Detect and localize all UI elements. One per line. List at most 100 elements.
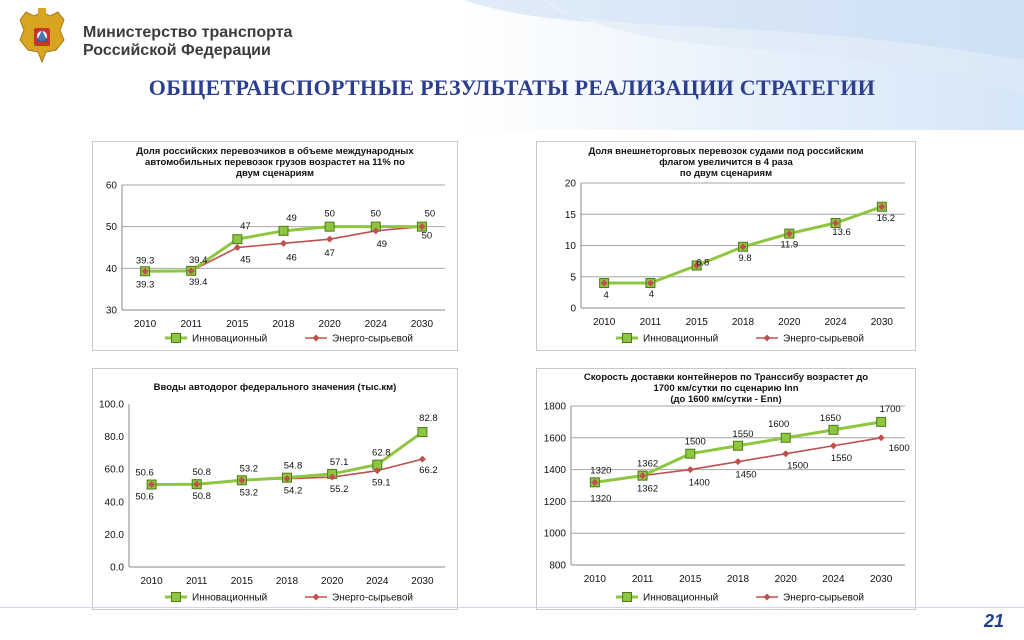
data-label-innovative: 11.9 [780,240,798,251]
chart-title: Скорость доставки контейнеров по Трансси… [537,372,915,405]
point-energy [639,472,647,480]
x-tick-label: 2018 [732,317,755,328]
legend-marker-innovative [171,592,181,602]
y-tick-label: 40 [106,264,118,275]
ministry-line-2: Российской Федерации [83,42,271,59]
data-label-energy: 55.2 [330,484,349,495]
point-energy [739,243,747,251]
legend-marker-innovative [171,333,181,343]
x-tick-label: 2024 [366,576,389,587]
point-energy [877,434,885,442]
point-energy [326,235,334,243]
point-innovative [876,416,887,427]
chart-title: Доля внешнеторговых перевозок судами под… [537,146,915,179]
y-tick-label: 50 [106,222,118,233]
data-label-innovative: 50.6 [135,468,154,479]
data-label-innovative: 9.8 [738,253,751,264]
legend-marker-innovative [622,592,632,602]
ministry-line-1: Министерство транспорта [83,24,293,41]
data-label-innovative: 62.8 [372,448,391,459]
data-label-innovative: 50 [370,209,381,220]
chart-panel-federal-roads: Вводы автодорог федерального значения (т… [92,368,458,610]
point-energy [187,267,195,275]
data-label-energy: 39.3 [136,279,155,290]
page-title: ОБЩЕТРАНСПОРТНЫЕ РЕЗУЛЬТАТЫ РЕАЛИЗАЦИИ С… [148,75,876,100]
point-energy [646,279,654,287]
data-label-energy: 54.2 [284,486,303,497]
data-label-innovative: 82.8 [419,413,438,424]
x-tick-label: 2018 [727,574,750,585]
x-tick-label: 2010 [140,576,163,587]
header-wave-decoration [464,0,1024,95]
data-label-energy: 50.6 [135,492,154,503]
chart-title-line: 1700 км/сутки по сценарию Inn [653,383,799,394]
ministry-name: Министерство транспорта Российской Федер… [83,24,292,60]
point-energy [878,203,886,211]
chart-panel-carriers-share: Доля российских перевозчиков в объеме ме… [92,141,458,351]
y-tick-label: 20.0 [105,530,125,541]
data-label-innovative: 16.2 [877,213,896,224]
x-tick-label: 2010 [134,319,157,330]
point-innovative [685,448,696,459]
x-tick-label: 2030 [870,574,893,585]
x-tick-label: 2015 [686,317,709,328]
data-label-innovative: 1550 [732,429,753,440]
legend-marker-innovative [622,333,632,343]
x-tick-label: 2011 [180,319,202,330]
legend-label-energy: Энерго-сырьевой [783,334,864,345]
y-tick-label: 1200 [544,497,567,508]
x-tick-label: 2010 [593,317,616,328]
point-energy [372,227,380,235]
point-energy [283,475,291,483]
x-tick-label: 2020 [775,574,798,585]
data-label-innovative: 39.3 [136,255,155,266]
x-tick-label: 2020 [778,317,801,328]
point-energy [832,219,840,227]
data-label-innovative: 47 [240,221,251,232]
y-tick-label: 15 [565,210,577,221]
y-tick-label: 800 [549,561,566,572]
data-label-energy: 1362 [637,484,658,495]
x-tick-label: 2024 [365,319,388,330]
point-energy [280,239,287,247]
chart-title-line: Доля российских перевозчиков в объеме ме… [136,146,414,157]
point-energy [785,230,793,238]
data-label-innovative: 1600 [768,419,789,430]
x-tick-label: 2015 [231,576,254,587]
point-energy [782,450,790,458]
x-tick-label: 2020 [321,576,344,587]
point-energy [328,473,336,481]
point-energy [418,455,426,463]
y-tick-label: 1800 [544,402,567,413]
y-tick-label: 0.0 [110,563,124,574]
legend-marker-energy [312,334,320,342]
chart-title-line: Доля внешнеторговых перевозок судами под… [588,146,864,157]
data-label-energy: 1450 [735,470,756,481]
data-label-energy: 45 [240,255,251,266]
data-label-energy: 50 [422,231,433,242]
x-tick-label: 2018 [272,319,295,330]
y-tick-label: 30 [106,306,118,317]
page-number: 21 [983,611,1004,631]
y-tick-label: 60.0 [105,465,125,476]
point-innovative [278,225,289,236]
data-label-innovative: 50 [425,209,436,220]
y-tick-label: 1000 [544,529,567,540]
point-energy [829,442,837,450]
point-energy [238,476,246,484]
data-label-energy: 1320 [590,493,611,504]
chart-title: Доля российских перевозчиков в объеме ме… [93,146,457,179]
chart-title-line: Вводы автодорог федерального значения (т… [153,382,397,393]
point-energy [734,458,742,466]
data-label-innovative: 50 [324,209,335,220]
data-label-energy: 66.2 [419,465,438,476]
data-label-innovative: 50.8 [192,467,211,478]
chart-panel-container-speed: Скорость доставки контейнеров по Трансси… [536,368,916,610]
legend-marker-energy [763,334,771,342]
x-tick-label: 2030 [411,576,434,587]
legend-label-innovative: Инновационный [192,593,267,604]
x-tick-label: 2011 [632,574,654,585]
point-energy [591,478,599,486]
point-energy [686,466,694,474]
chart-svg: 30 40 50 60 2010 2011 2015 2018 2020 2024 2030 39.3… [106,181,445,345]
